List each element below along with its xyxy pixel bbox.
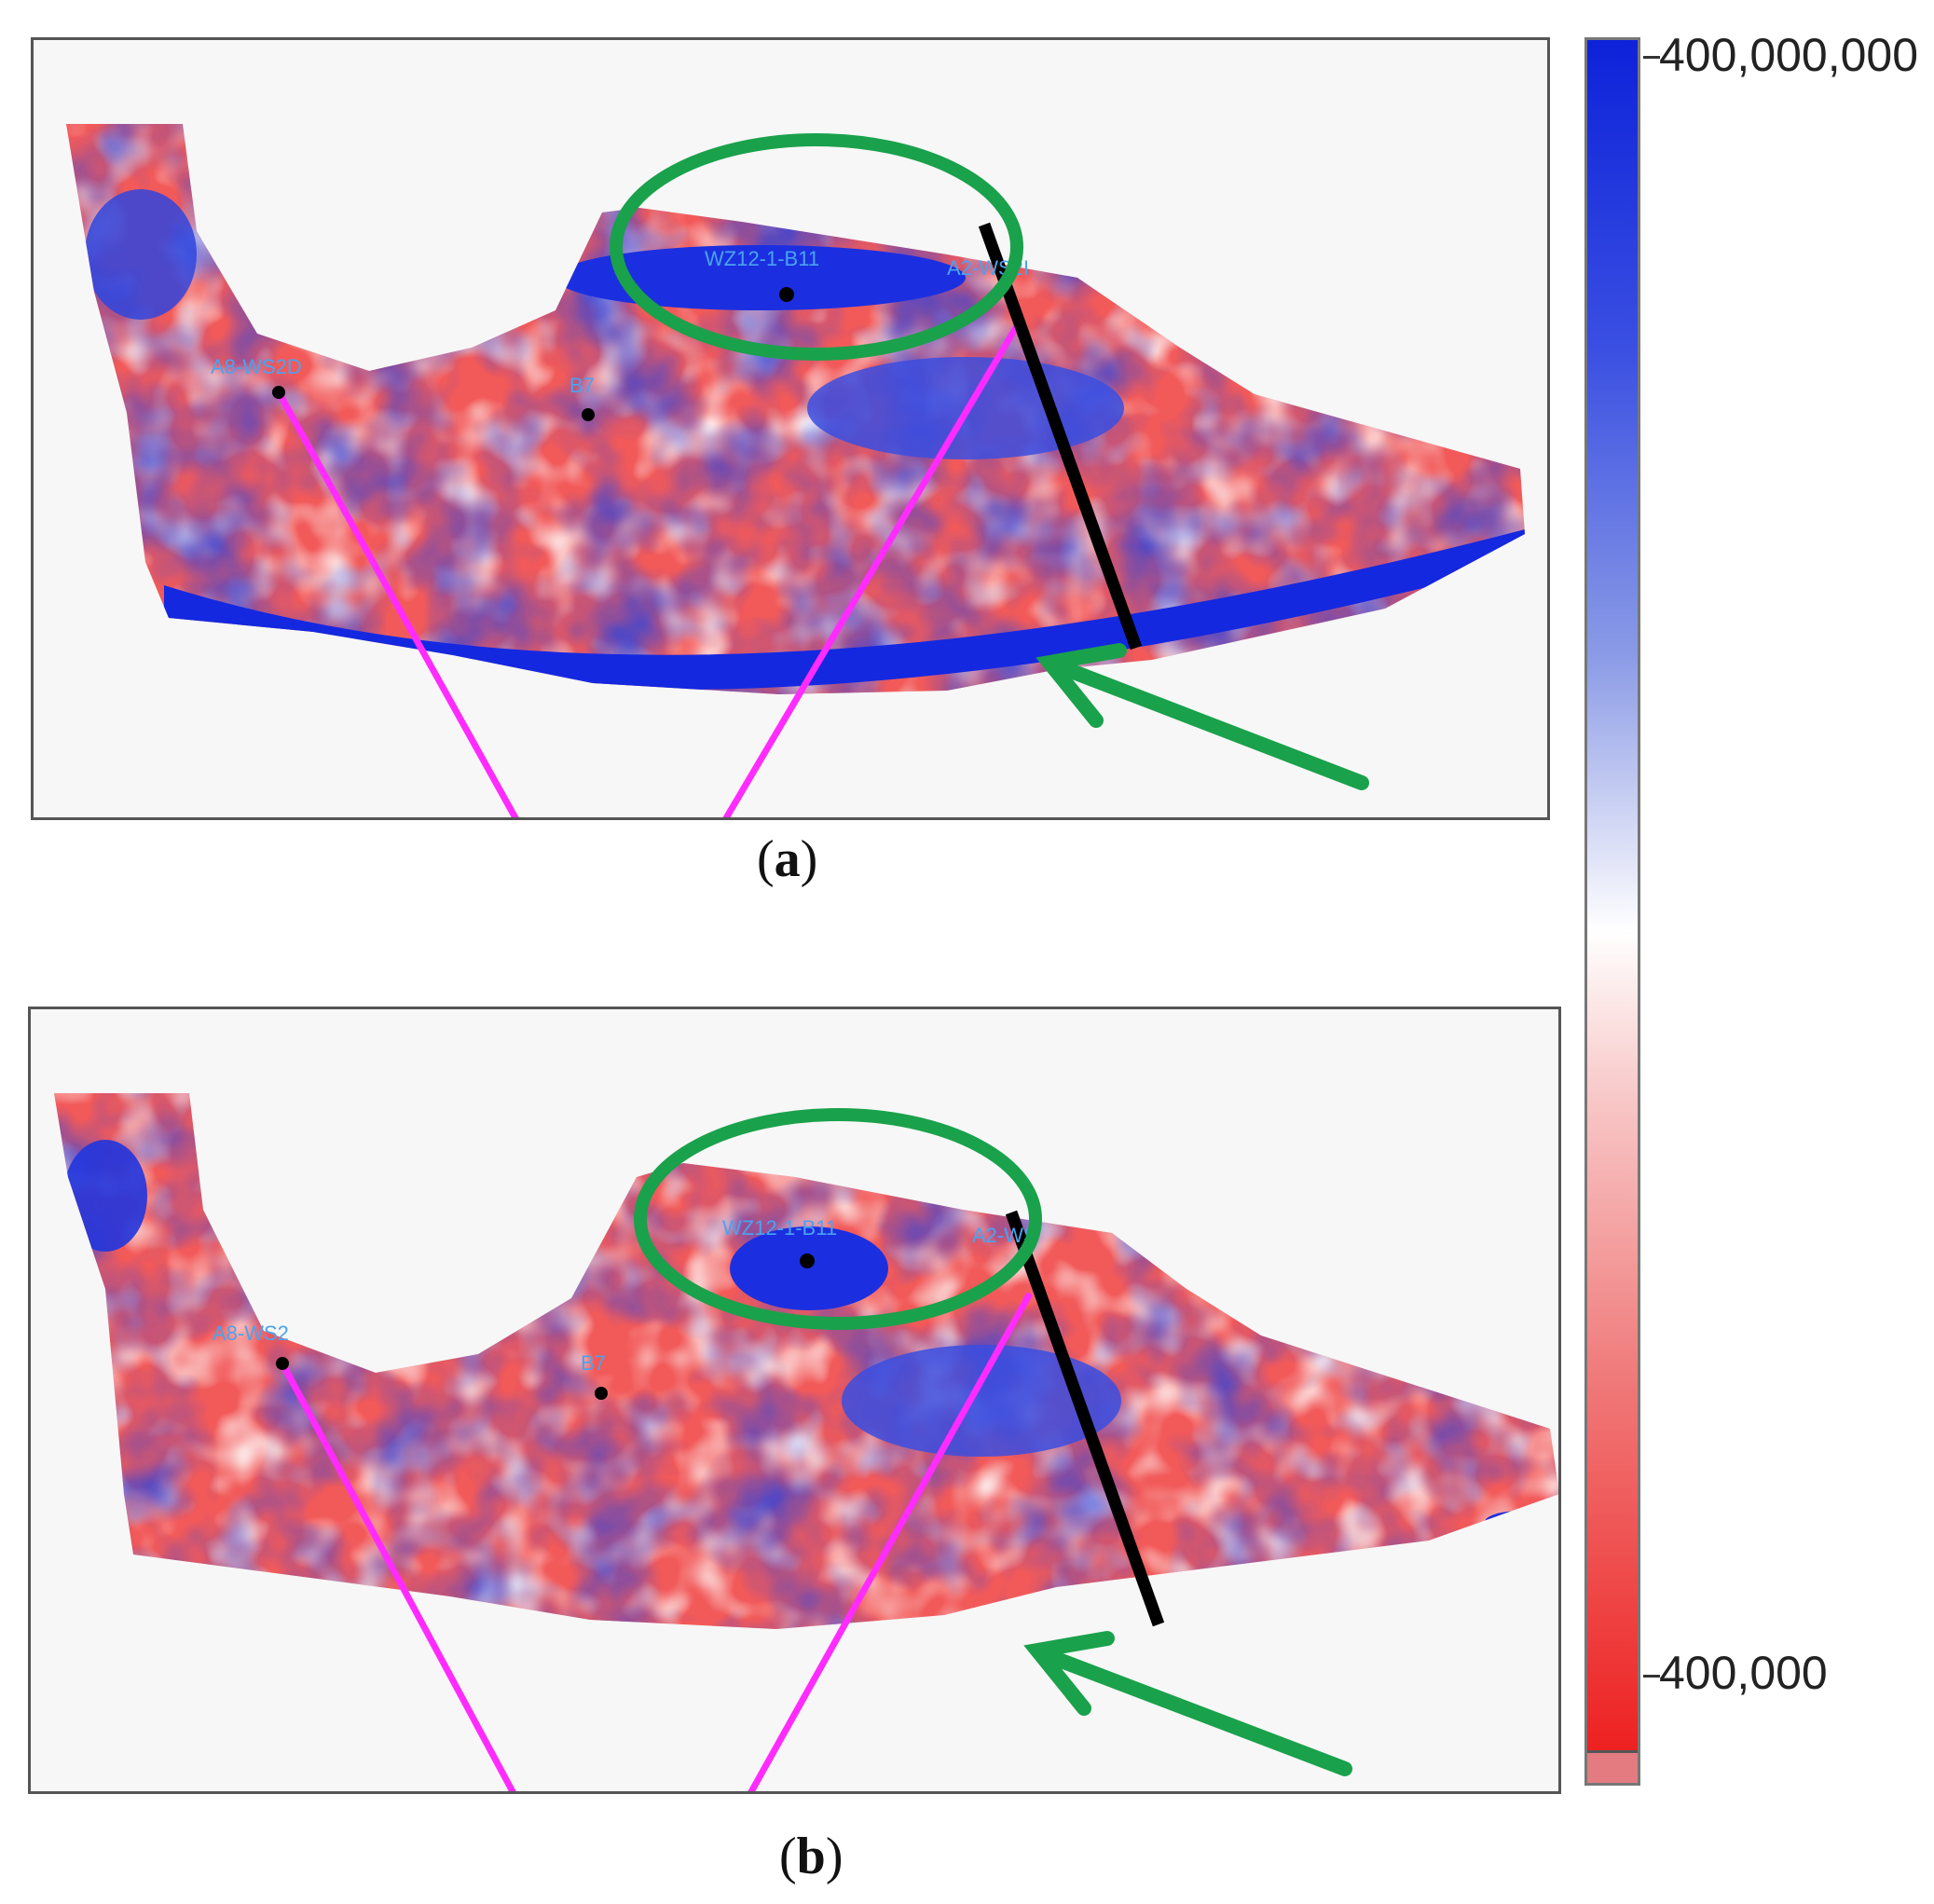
well-path-left-b <box>279 1362 516 1791</box>
attribute-map-a: A8-WS2D B7 WZ12-1-B11 A2-WS2I <box>66 124 1525 817</box>
colorbar-tick-max <box>1643 56 1660 59</box>
well-point-b11 <box>779 287 794 302</box>
caption-b: (b) <box>779 1828 844 1885</box>
color-scale-end-swatch <box>1587 1750 1638 1783</box>
colorbar-tick-min <box>1643 1675 1660 1678</box>
highlight-ellipse-a <box>610 133 1023 361</box>
well-label: A8-WS2 <box>213 1322 289 1345</box>
well-label: WZ12-1-B11 <box>705 247 819 270</box>
well-point-b7 <box>582 408 595 421</box>
color-gradient <box>1587 40 1638 1753</box>
well-point-b11 <box>800 1253 815 1268</box>
color-scale-bar <box>1584 37 1640 1786</box>
attribute-map-b: A8-WS2 B7 WZ12-1-B11 A2-WS <box>54 1093 1558 1791</box>
colorbar-min-label: 400,000 <box>1659 1647 1828 1699</box>
highlight-ellipse-b <box>634 1108 1042 1330</box>
well-path-left-a <box>275 390 519 817</box>
well-point-a8 <box>272 386 285 399</box>
well-label: B7 <box>581 1351 606 1375</box>
well-point-b7 <box>595 1387 608 1400</box>
well-path-right-b <box>748 1292 1034 1791</box>
arrow-icon <box>1023 1631 1352 1776</box>
fault-line-a <box>978 222 1143 651</box>
caption-a: (a) <box>757 830 818 888</box>
fault-line-b <box>1005 1210 1165 1627</box>
seismic-attribute-area-b <box>54 1093 1558 1629</box>
colorbar-max-label: 400,000,000 <box>1659 29 1919 81</box>
map-panel-b: A8-WS2 B7 WZ12-1-B11 A2-WS <box>28 1007 1561 1794</box>
well-label: B7 <box>569 374 595 397</box>
well-label: A8-WS2D <box>211 355 302 378</box>
well-path-right-a <box>722 322 1022 817</box>
arrow-icon <box>1036 643 1369 790</box>
well-label: WZ12-1-B11 <box>722 1216 837 1240</box>
map-panel-a: A8-WS2D B7 WZ12-1-B11 A2-WS2I <box>31 37 1550 820</box>
well-point-a8 <box>276 1357 289 1370</box>
